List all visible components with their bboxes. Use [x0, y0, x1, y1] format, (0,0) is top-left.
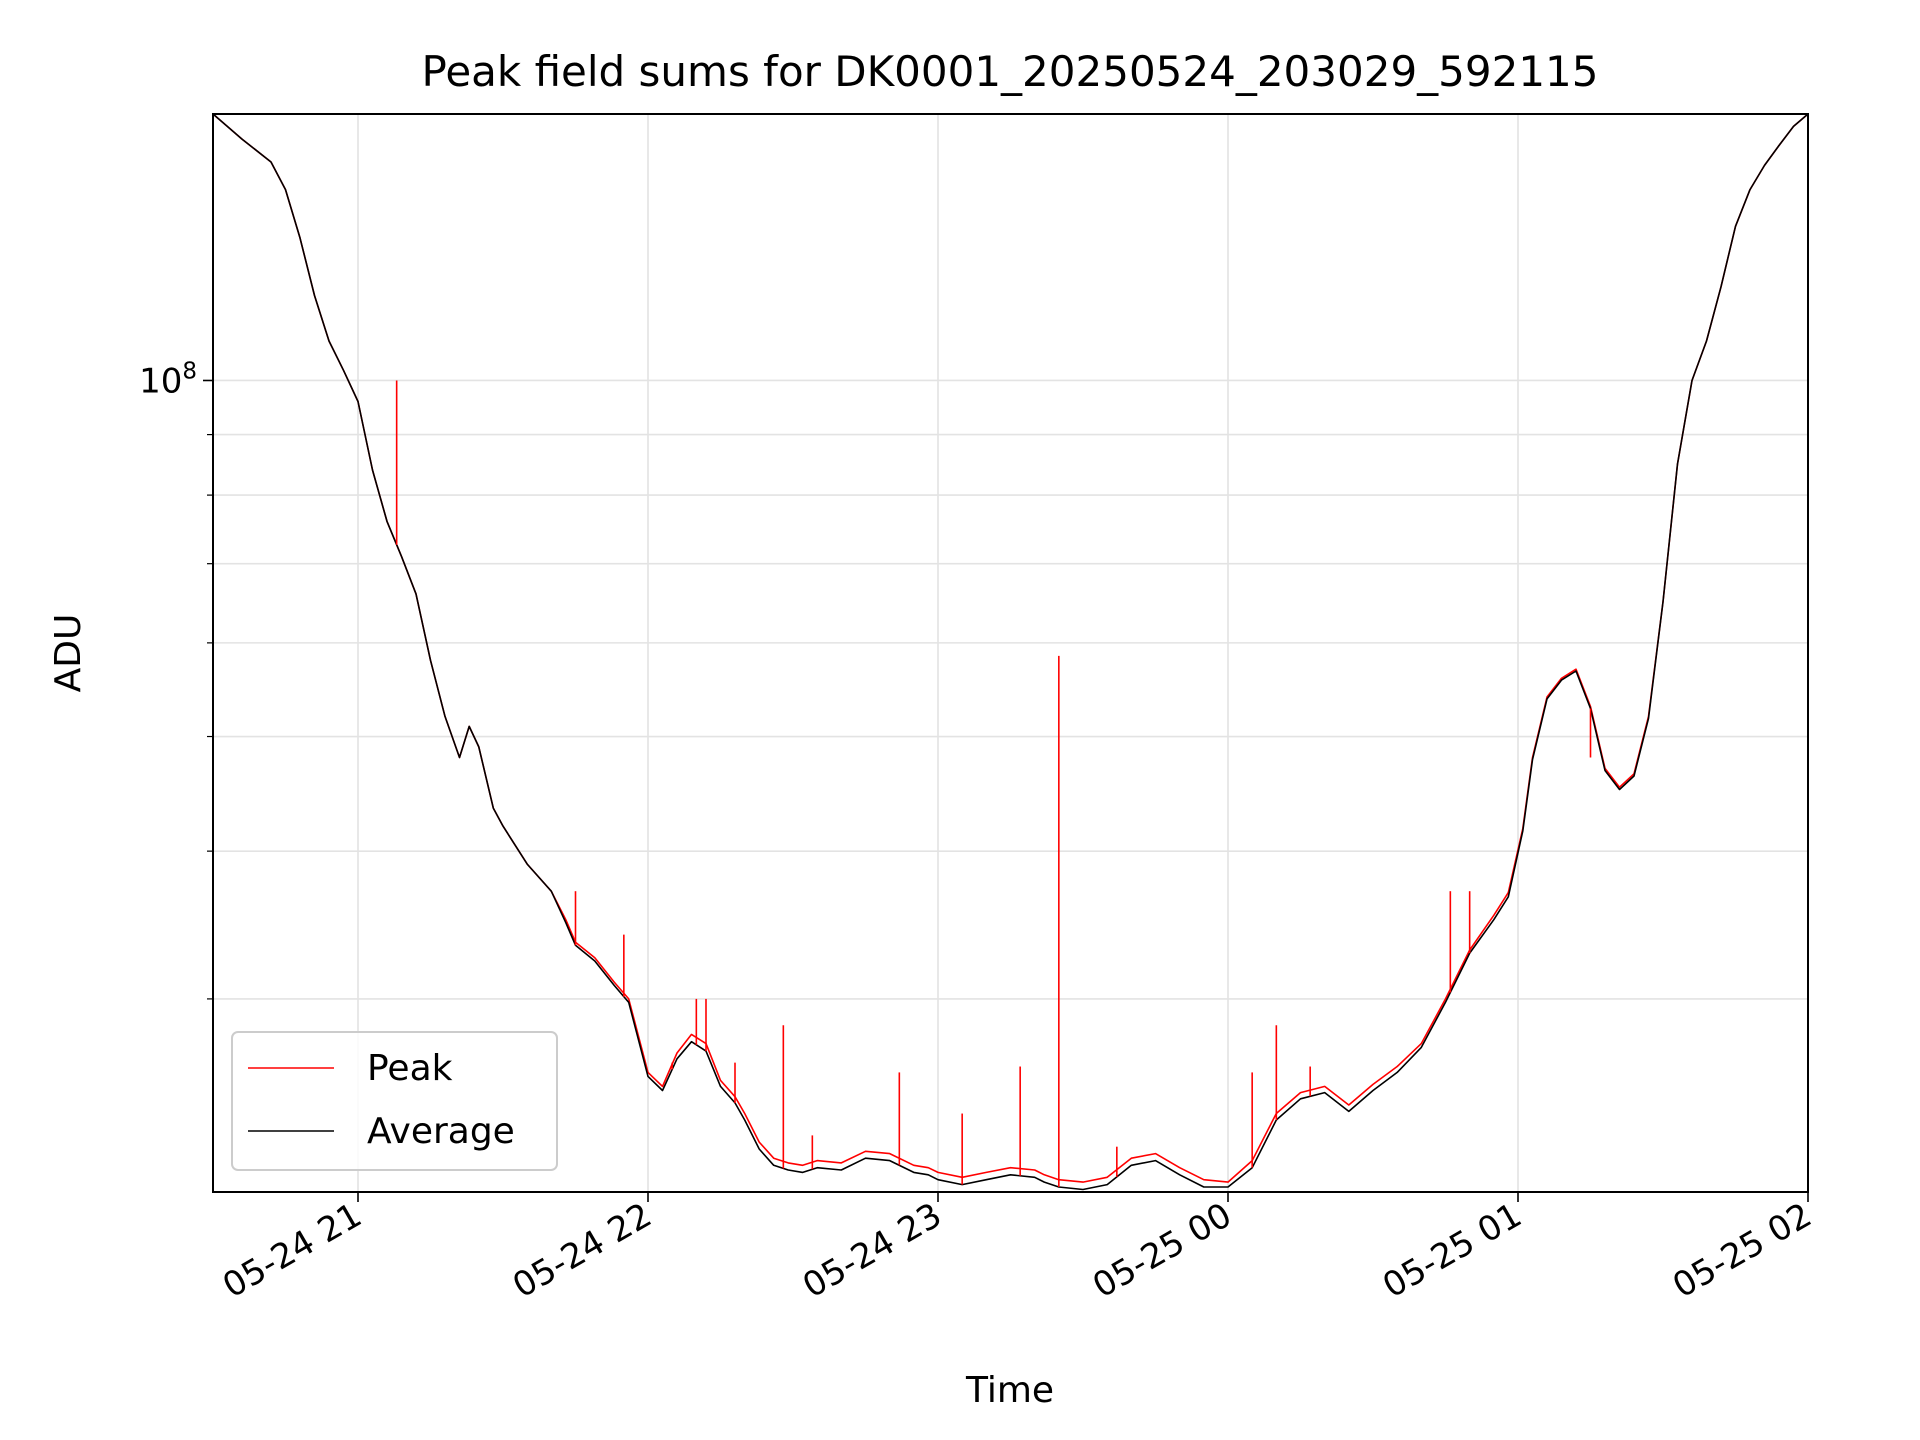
- x-axis-title: Time: [965, 1370, 1054, 1411]
- series-group: [212, 113, 1809, 1191]
- legend-box: [231, 1031, 558, 1171]
- legend-label-peak: Peak: [367, 1048, 453, 1089]
- series-line-average: [212, 113, 1809, 1191]
- chart-title: Peak field sums for DK0001_20250524_2030…: [421, 47, 1598, 96]
- grid: [213, 114, 1808, 1192]
- legend-label-average: Average: [367, 1111, 515, 1152]
- plot-frame: [212, 113, 1809, 1193]
- y-axis-title: ADU: [48, 614, 89, 693]
- legend: Peak Average: [231, 1031, 558, 1171]
